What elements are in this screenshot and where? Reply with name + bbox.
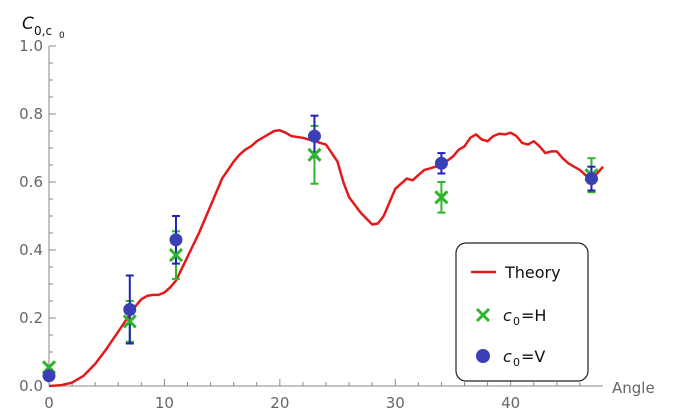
- v-point: [307, 129, 321, 143]
- y-axis-title-subsub: 0: [59, 31, 65, 41]
- h-point: [307, 147, 322, 162]
- legend-box: [455, 242, 589, 382]
- y-axis-title-main: C: [22, 14, 34, 34]
- v-point: [123, 303, 137, 316]
- y-axis-title: C 0,c 0: [22, 14, 65, 41]
- v-point: [584, 172, 598, 186]
- x-ticks: 0 10 20 30 40: [44, 379, 581, 412]
- y-tick-label: 0.4: [19, 241, 43, 259]
- legend-h-label-suffix: =H: [521, 306, 546, 325]
- legend-v-label-sub: 0: [513, 356, 520, 369]
- legend-theory-label: Theory: [504, 263, 561, 282]
- x-tick-label: 20: [270, 394, 289, 412]
- y-ticks: 0.0 0.2 0.4 0.6 0.8 1.0: [19, 37, 56, 395]
- legend-h-label: c 0 =H: [503, 306, 546, 328]
- x-tick-label: 30: [386, 394, 405, 412]
- legend-v-label: c 0 =V: [503, 347, 545, 369]
- h-point: [434, 190, 449, 205]
- y-tick-label: 0.8: [19, 105, 43, 123]
- legend-h-swatch: [475, 307, 491, 323]
- y-tick-label: 1.0: [19, 37, 43, 55]
- v-point: [434, 156, 448, 170]
- v-point: [42, 369, 56, 383]
- x-tick-label: 40: [501, 394, 520, 412]
- v-point: [169, 233, 183, 247]
- y-tick-label: 0.0: [19, 377, 43, 395]
- y-tick-label: 0.6: [19, 173, 43, 191]
- legend-v-swatch: [476, 349, 490, 363]
- y-axis-title-sub: 0,c: [34, 24, 52, 38]
- theory-line: [48, 129, 604, 388]
- legend-h-label-main: c: [503, 306, 512, 325]
- legend: Theory c 0 =H c 0 =V: [455, 242, 589, 382]
- legend-v-label-suffix: =V: [521, 347, 545, 366]
- plot-area: [41, 114, 604, 388]
- x-tick-label: 10: [155, 394, 174, 412]
- legend-v-label-main: c: [503, 347, 512, 366]
- legend-h-label-sub: 0: [513, 315, 520, 328]
- y-tick-label: 0.2: [19, 309, 43, 327]
- x-axis-title: Angle: [612, 379, 655, 397]
- x-tick-label: 0: [44, 394, 54, 412]
- h-point: [122, 314, 137, 329]
- h-point: [168, 248, 184, 263]
